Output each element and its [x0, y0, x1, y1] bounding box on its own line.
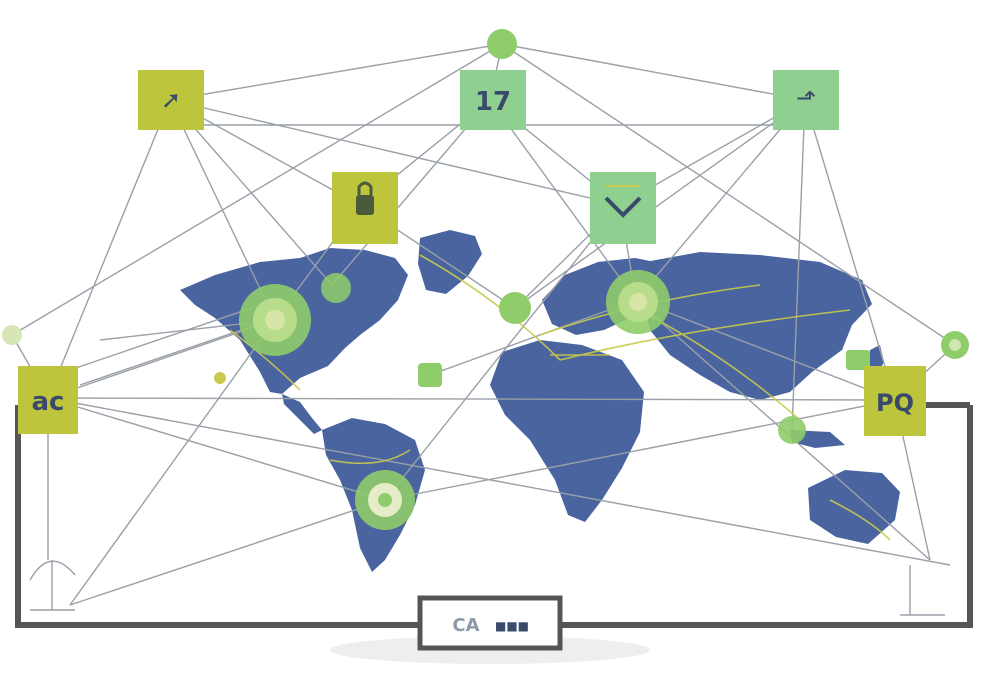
link [47, 99, 171, 399]
hub-atlantic [499, 292, 531, 324]
link [429, 299, 637, 376]
link [169, 99, 621, 206]
continent-asia [644, 252, 872, 400]
continent-australia [808, 470, 900, 544]
hub-mid-atlantic [418, 363, 442, 387]
node-n6-label: ac [32, 387, 65, 417]
link [804, 99, 896, 401]
link [47, 397, 386, 501]
link [47, 319, 276, 399]
node-n3: ⬏ [773, 70, 839, 130]
satellite-dish-left [29, 560, 76, 611]
link [501, 43, 956, 346]
link [791, 99, 806, 431]
continent-africa [490, 340, 644, 522]
chevron-down-icon [604, 185, 642, 218]
link [47, 397, 951, 566]
link [489, 99, 637, 301]
link [69, 319, 276, 606]
link [331, 99, 491, 286]
hub-asia-small [846, 350, 870, 370]
hub-south-america [355, 470, 415, 530]
hub-canada [321, 273, 351, 303]
hub-top [487, 29, 517, 59]
node-n5 [590, 172, 656, 244]
node-n4 [332, 172, 398, 244]
link [69, 499, 386, 606]
caption-panel: CA ■■■ [417, 595, 563, 651]
route [229, 329, 301, 391]
node-n2: 17 [460, 70, 526, 130]
hub-east-inner [949, 339, 961, 351]
route [329, 449, 411, 465]
caption-left-text: CA [452, 615, 479, 636]
link [384, 204, 621, 501]
node-n7-label: PQ [876, 389, 914, 417]
world-map [180, 230, 900, 572]
link [384, 399, 896, 501]
satellite-dish-right [900, 565, 945, 616]
link [635, 299, 896, 401]
hub-north-america [239, 284, 311, 356]
hub-asia [778, 416, 806, 444]
link [47, 397, 896, 401]
continent-central-america [282, 394, 322, 434]
node-glyph-arrow-icon: ⬏ [796, 84, 816, 112]
node-n7: PQ [864, 366, 926, 436]
hub-caribbean [214, 372, 226, 384]
node-n1: ➚ [138, 70, 204, 130]
link [501, 43, 806, 101]
lock-icon [356, 181, 374, 215]
continent-greenland [418, 230, 482, 294]
hub-europe [606, 270, 670, 334]
link [169, 43, 503, 101]
node-n6: ac [18, 366, 78, 434]
link [635, 99, 806, 301]
link [514, 99, 806, 309]
route [829, 499, 891, 541]
node-glyph-arrow-icon: ➚ [161, 86, 181, 114]
route [559, 309, 851, 361]
link [11, 43, 503, 336]
hub-west [2, 325, 22, 345]
caption-right-text: ■■■ [495, 619, 529, 633]
node-n2-label: 17 [475, 87, 511, 117]
route [419, 254, 561, 361]
hubs [2, 29, 969, 530]
